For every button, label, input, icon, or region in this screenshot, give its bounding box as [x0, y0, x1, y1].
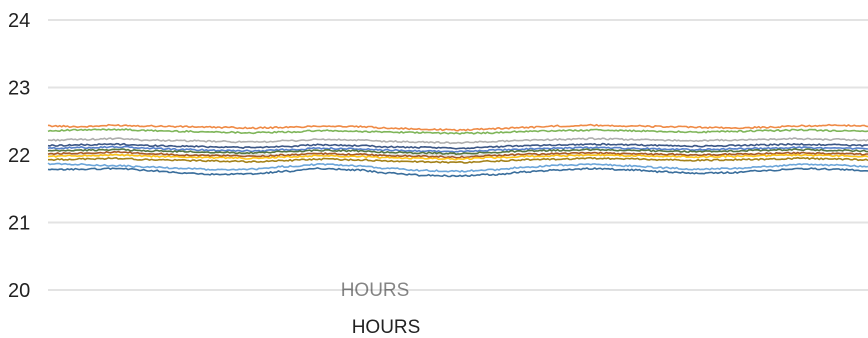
series-line-3	[47, 137, 868, 145]
series-line-4	[47, 142, 868, 150]
y-tick-label: 22	[8, 145, 30, 167]
series-line-9	[48, 156, 868, 164]
series-line-6	[47, 148, 868, 156]
y-tick-label: 20	[8, 280, 30, 302]
x-axis-title-ghost: HOURS	[341, 280, 410, 301]
series-line-2	[47, 128, 868, 135]
series-line-8	[47, 153, 868, 161]
series-line-10	[47, 162, 868, 173]
x-axis-title: HOURS	[352, 317, 421, 338]
series-line-7	[47, 150, 868, 159]
series-line-1	[47, 123, 868, 132]
y-tick-label: 24	[8, 10, 30, 32]
series-line-5	[47, 145, 868, 153]
series-line-11	[47, 167, 868, 178]
y-tick-label: 23	[8, 78, 30, 100]
data-series	[47, 123, 868, 178]
y-tick-label: 21	[8, 213, 30, 235]
y-axis-tick-labels: 20 21 22 23 24	[8, 10, 30, 302]
